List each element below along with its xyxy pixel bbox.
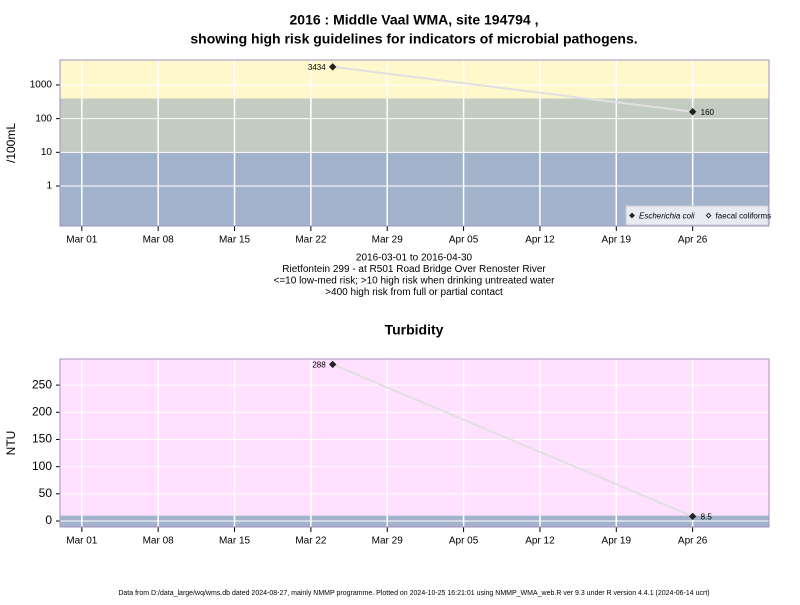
chart-title: Turbidity [385,322,444,338]
data-point [328,360,337,369]
legend-label: faecal coliforms [716,212,772,221]
risk-band [60,359,769,516]
series-line [332,65,693,113]
y-tick-label: 50 [39,486,53,500]
y-axis-label: /100mL [4,123,18,163]
x-tick-label: Apr 12 [525,536,555,547]
chart: Turbidity 0 50 100 150 200 250 Mar 01 Mar 08 Mar … [4,322,770,547]
x-tick-label: Apr 19 [602,235,632,246]
legend-label: Escherichia coli [639,212,695,221]
chart-title: 2016 : Middle Vaal WMA, site 194794 , [290,12,539,28]
x-tick-label: Mar 22 [295,235,327,246]
caption-line: Rietfontein 299 - at R501 Road Bridge Ov… [282,264,546,275]
risk-band [60,98,769,153]
x-tick-label: Apr 05 [449,536,479,547]
data-label: 160 [701,108,715,117]
risk-band [60,60,769,99]
x-tick-label: Apr 26 [678,536,708,547]
data-point [688,108,697,116]
x-tick-label: Mar 08 [143,536,175,547]
y-tick-label: 1 [46,181,52,192]
plot-area [60,359,769,527]
data-label: 288 [312,361,326,370]
y-tick-label: 150 [32,432,52,446]
x-tick-label: Mar 29 [372,536,404,547]
plot-border [59,59,770,227]
y-tick-label: 1000 [30,80,53,91]
data-point [328,63,337,71]
x-tick-label: Apr 05 [449,235,479,246]
legend: Escherichia coli faecal coliforms [625,205,772,226]
data-label: 3434 [308,63,326,72]
x-tick-label: Apr 12 [525,235,555,246]
chart-title: showing high risk guidelines for indicat… [190,31,637,47]
legend-box [625,205,769,226]
y-tick-label: 250 [32,377,52,391]
y-tick-label: 100 [32,459,52,473]
data-point [688,512,697,521]
x-tick-label: Mar 29 [372,235,404,246]
chart: 2016 : Middle Vaal WMA, site 194794 , sho… [4,12,771,298]
y-tick-label: 10 [41,147,53,158]
legend-marker [705,212,712,219]
y-axis-label: NTU [4,431,18,456]
x-tick-label: Mar 01 [66,536,98,547]
x-tick-label: Mar 08 [143,235,175,246]
x-tick-label: Mar 15 [219,235,251,246]
x-tick-label: Mar 01 [66,235,98,246]
x-tick-label: Apr 19 [602,536,632,547]
legend-marker [629,212,635,219]
caption-line: 2016-03-01 to 2016-04-30 [356,253,473,264]
series-line [332,363,694,518]
y-tick-label: 100 [35,113,52,124]
x-tick-label: Apr 26 [678,235,708,246]
caption-line: <=10 low-med risk; >10 high risk when dr… [274,276,556,287]
x-tick-label: Mar 15 [219,536,251,547]
plot-border [59,358,770,528]
y-tick-label: 200 [32,404,52,418]
footer: Data from D:/data_large/wq/wms.db dated … [118,590,709,597]
y-tick-label: 0 [45,513,52,527]
x-tick-label: Mar 22 [295,536,327,547]
plot-area [60,60,769,226]
data-label: 8.5 [701,513,713,522]
caption-line: >400 high risk from full or partial cont… [325,287,503,298]
